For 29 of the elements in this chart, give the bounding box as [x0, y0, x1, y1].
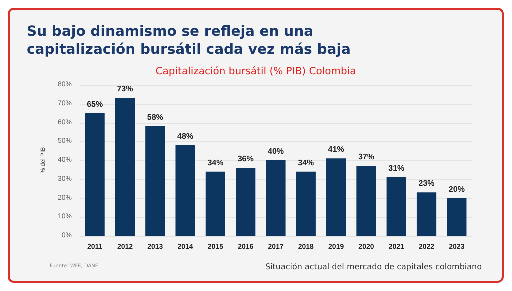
data-label: 34% [298, 158, 314, 168]
text: Situación actual del mercado de capitales colombiano [265, 262, 482, 272]
data-label: 34% [208, 158, 224, 168]
bar [386, 177, 406, 236]
data-label: 48% [178, 132, 194, 141]
bar [206, 172, 226, 236]
chart-subtitle: Capitalización bursátil (% PIB) Colombia [156, 66, 356, 78]
bar [266, 160, 286, 236]
bar [326, 158, 346, 236]
bar [356, 166, 376, 236]
bar [85, 113, 105, 236]
bar [115, 98, 136, 236]
bar [176, 145, 196, 236]
bar [447, 198, 467, 236]
bar [296, 172, 316, 236]
data-label: 23% [418, 179, 435, 188]
data-label: 41% [328, 145, 344, 154]
data-label: 36% [238, 154, 254, 164]
bar [146, 126, 166, 236]
data-label: 65% [87, 100, 104, 109]
data-label: 58% [147, 113, 164, 122]
data-label: 40% [268, 147, 284, 156]
data-label: 37% [358, 152, 374, 162]
bar [236, 168, 256, 236]
data-label: 20% [448, 184, 465, 194]
chart-title: Su bajo dinamismo se refleja en una capitalización bursátil cada vez más baja [27, 24, 351, 58]
data-label: 31% [388, 164, 405, 173]
data-label: 73% [117, 84, 134, 94]
bar [416, 192, 437, 236]
